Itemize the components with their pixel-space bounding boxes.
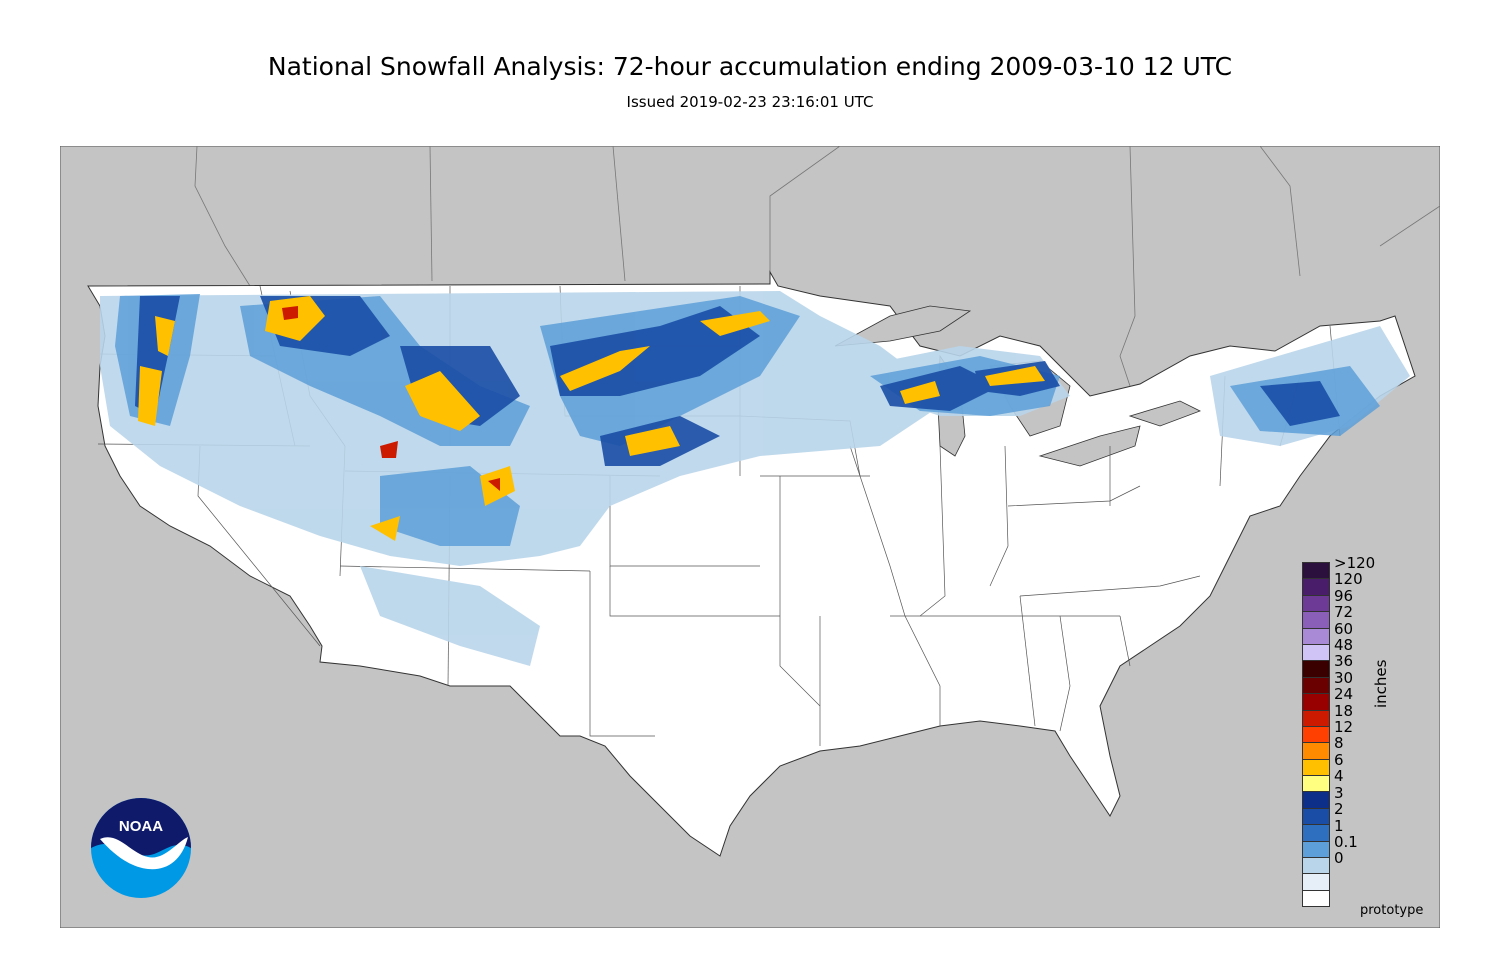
legend-tick: 1 xyxy=(1334,816,1344,835)
legend-tick: 72 xyxy=(1334,603,1354,622)
legend-swatch xyxy=(1302,611,1330,628)
legend-swatch xyxy=(1302,676,1330,694)
legend-tick: 8 xyxy=(1334,734,1344,753)
legend-tick: 48 xyxy=(1334,636,1354,655)
legend-swatch xyxy=(1302,889,1330,908)
map-title: National Snowfall Analysis: 72-hour accu… xyxy=(267,52,1233,81)
legend-swatch xyxy=(1302,643,1330,661)
logo-wave xyxy=(100,837,188,870)
legend-tick: 24 xyxy=(1334,685,1354,704)
legend-swatch xyxy=(1302,562,1330,579)
legend-swatch xyxy=(1302,627,1330,644)
legend-tick-labels: >120 120 96 72 60 48 36 30 24 18 12 8 6 … xyxy=(1334,555,1375,867)
legend-swatch xyxy=(1302,742,1330,759)
legend-tick: 18 xyxy=(1334,701,1354,720)
legend-unit-label: inches xyxy=(1372,659,1390,708)
legend-swatch xyxy=(1302,824,1330,841)
legend-swatch xyxy=(1302,660,1330,677)
legend-swatch xyxy=(1302,840,1330,858)
snowfall-map xyxy=(60,146,1440,928)
legend-swatch xyxy=(1302,758,1330,776)
legend-tick: 0.1 xyxy=(1334,832,1358,851)
snowfall-very-heavy xyxy=(138,296,1045,541)
legend-swatch xyxy=(1302,873,1330,890)
legend-tick: >120 xyxy=(1334,554,1376,572)
legend-tick: 0 xyxy=(1334,849,1344,868)
neighbor-borders xyxy=(194,146,1440,447)
legend-colorbar xyxy=(1302,562,1330,908)
legend-tick: 60 xyxy=(1334,619,1354,638)
legend-tick: 12 xyxy=(1334,718,1354,737)
legend-swatch xyxy=(1302,578,1330,595)
map-subtitle: Issued 2019-02-23 23:16:01 UTC xyxy=(626,93,874,111)
legend-tick: 120 xyxy=(1334,570,1363,589)
logo-text: NOAA xyxy=(119,818,163,835)
legend-swatch xyxy=(1302,725,1330,743)
legend-swatch xyxy=(1302,709,1330,726)
legend-swatch xyxy=(1302,857,1330,874)
legend-tick: 6 xyxy=(1334,750,1344,769)
legend-tick: 4 xyxy=(1334,767,1344,786)
legend-swatch xyxy=(1302,791,1330,808)
legend-tick: 2 xyxy=(1334,800,1344,819)
legend-tick: 96 xyxy=(1334,586,1354,605)
snowfall-extreme xyxy=(282,306,500,491)
legend-swatch xyxy=(1302,594,1330,612)
noaa-logo: NOAA xyxy=(91,798,191,898)
legend-swatch xyxy=(1302,807,1330,825)
legend-tick: 36 xyxy=(1334,652,1354,671)
legend-tick: 3 xyxy=(1334,783,1344,802)
prototype-watermark: prototype xyxy=(1360,903,1424,918)
legend-swatch xyxy=(1302,775,1330,792)
legend-tick: 30 xyxy=(1334,668,1354,687)
legend-swatch xyxy=(1302,693,1330,710)
